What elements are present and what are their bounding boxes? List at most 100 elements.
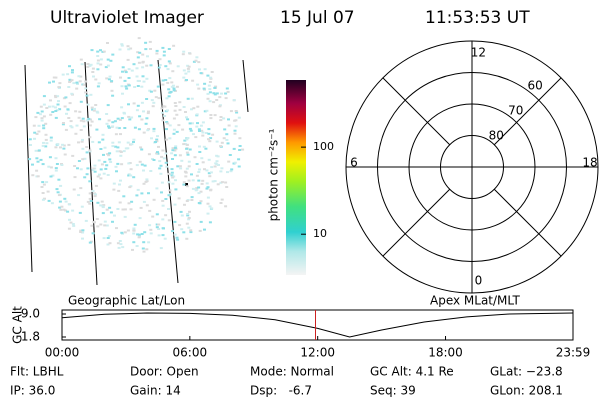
speck: [219, 145, 223, 148]
speck: [132, 241, 136, 244]
mlt-label: 6: [350, 156, 358, 170]
speck: [113, 214, 116, 217]
speck: [145, 248, 149, 251]
speck: [141, 60, 145, 63]
speck: [162, 157, 166, 160]
speck: [42, 103, 46, 106]
speck: [118, 48, 122, 51]
speck: [185, 79, 188, 81]
speck: [148, 89, 152, 92]
speck: [111, 220, 114, 223]
speck: [181, 53, 185, 56]
speck: [104, 167, 108, 170]
speck: [35, 157, 39, 160]
speck: [157, 228, 161, 230]
speck: [54, 167, 58, 170]
speck: [43, 197, 46, 200]
speck: [85, 151, 89, 154]
speck: [159, 172, 163, 175]
speck: [35, 169, 39, 172]
speck: [70, 92, 74, 95]
speck: [219, 116, 223, 118]
speck: [179, 210, 183, 213]
speck: [86, 167, 90, 170]
speck: [174, 188, 178, 191]
speck: [132, 227, 136, 230]
speck: [145, 64, 149, 67]
speck: [42, 127, 46, 130]
speck: [123, 79, 127, 82]
speck: [118, 201, 122, 204]
speck: [222, 117, 226, 120]
speck: [175, 130, 179, 133]
speck: [170, 81, 174, 84]
speck: [142, 241, 146, 244]
speck: [91, 232, 95, 235]
speck: [35, 133, 39, 135]
speck: [187, 65, 191, 68]
speck: [111, 145, 115, 148]
speck: [80, 205, 84, 208]
speck: [132, 138, 136, 141]
speck: [140, 101, 144, 104]
speck: [168, 124, 172, 127]
speck: [120, 163, 124, 166]
speck: [182, 50, 186, 53]
speck: [163, 115, 167, 117]
speck: [87, 117, 91, 120]
speck: [144, 48, 148, 51]
speck: [215, 92, 219, 95]
speck: [123, 127, 127, 129]
speck: [49, 99, 52, 102]
speck: [152, 127, 156, 130]
speck: [137, 128, 141, 131]
speck: [149, 170, 153, 172]
speck: [220, 167, 224, 170]
speck: [172, 89, 176, 92]
speck: [155, 152, 159, 155]
speck: [213, 93, 217, 96]
speck: [173, 102, 177, 104]
status-field: Flt: LBHL: [10, 365, 64, 379]
speck: [167, 88, 171, 91]
speck: [215, 160, 219, 163]
speck: [220, 198, 224, 201]
speck: [208, 140, 212, 143]
speck: [204, 132, 208, 134]
speck: [152, 101, 156, 104]
speck: [119, 154, 123, 157]
speck: [203, 228, 206, 231]
speck: [188, 210, 191, 213]
speck: [170, 85, 174, 88]
speck: [74, 110, 78, 113]
speck: [47, 165, 51, 168]
speck: [127, 202, 131, 205]
speck: [219, 170, 223, 173]
speck: [141, 66, 145, 69]
speck: [145, 180, 149, 183]
speck: [86, 63, 90, 65]
speck: [158, 64, 162, 66]
speck: [120, 44, 124, 47]
speck: [174, 179, 177, 182]
speck: [37, 130, 41, 133]
speck: [112, 182, 116, 185]
speck: [164, 198, 168, 200]
speck: [91, 108, 95, 111]
speck: [130, 116, 134, 119]
speck: [185, 222, 189, 225]
speck: [137, 233, 141, 236]
speck: [78, 80, 82, 83]
colorbar: [286, 80, 306, 275]
speck: [162, 105, 166, 108]
speck: [44, 122, 48, 125]
speck: [238, 137, 242, 140]
speck: [44, 138, 48, 141]
speck: [89, 93, 93, 96]
speck: [142, 110, 145, 113]
speck: [88, 124, 92, 127]
speck: [60, 205, 64, 208]
speck: [101, 206, 105, 209]
speck: [49, 139, 53, 142]
